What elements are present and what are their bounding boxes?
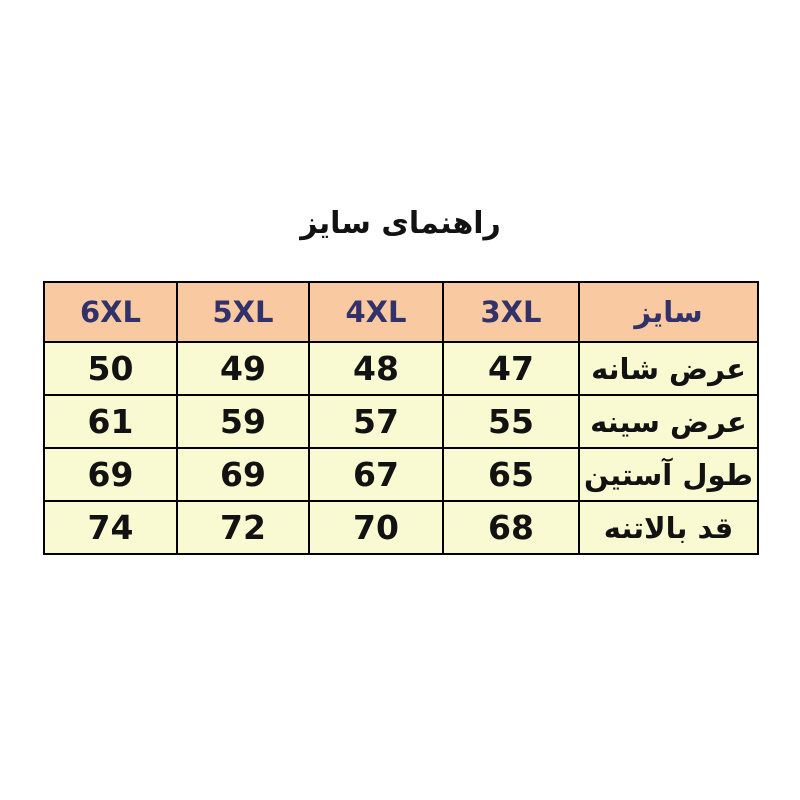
table-row-sleeve-length: 69 69 67 65 طول آستین [43,447,759,502]
table-row-bodice-length: 74 72 70 68 قد بالاتنه [43,500,759,555]
column-header-size: سایز [578,281,759,343]
row-label-shoulder-width: عرض شانه [578,341,759,396]
size-cell: 67 [308,447,444,502]
size-cell: 65 [442,447,580,502]
column-header-6xl: 6XL [43,281,178,343]
size-table-container: 6XL 5XL 4XL 3XL سایز 50 49 48 47 عرض شان… [43,281,759,555]
size-cell: 59 [176,394,310,449]
size-cell: 48 [308,341,444,396]
column-header-4xl: 4XL [308,281,444,343]
size-cell: 57 [308,394,444,449]
row-label-chest-width: عرض سینه [578,394,759,449]
column-header-3xl: 3XL [442,281,580,343]
table-row-chest-width: 61 59 57 55 عرض سینه [43,394,759,449]
size-table: 6XL 5XL 4XL 3XL سایز 50 49 48 47 عرض شان… [43,281,759,555]
size-cell: 55 [442,394,580,449]
size-cell: 47 [442,341,580,396]
size-cell: 61 [43,394,178,449]
size-cell: 72 [176,500,310,555]
row-label-sleeve-length: طول آستین [578,447,759,502]
size-cell: 50 [43,341,178,396]
row-label-bodice-length: قد بالاتنه [578,500,759,555]
table-header-row: 6XL 5XL 4XL 3XL سایز [43,281,759,343]
size-cell: 70 [308,500,444,555]
page-title: راهنمای سایز [300,206,501,241]
column-header-5xl: 5XL [176,281,310,343]
table-row-shoulder-width: 50 49 48 47 عرض شانه [43,341,759,396]
size-cell: 69 [176,447,310,502]
size-cell: 69 [43,447,178,502]
size-cell: 74 [43,500,178,555]
size-cell: 68 [442,500,580,555]
size-cell: 49 [176,341,310,396]
